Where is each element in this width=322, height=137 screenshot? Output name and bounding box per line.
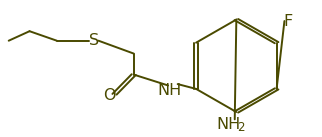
- Text: NH: NH: [216, 117, 241, 132]
- Text: NH: NH: [157, 83, 182, 98]
- Text: S: S: [89, 33, 99, 48]
- Text: 2: 2: [237, 121, 245, 134]
- Text: O: O: [103, 88, 116, 103]
- Text: F: F: [283, 14, 292, 28]
